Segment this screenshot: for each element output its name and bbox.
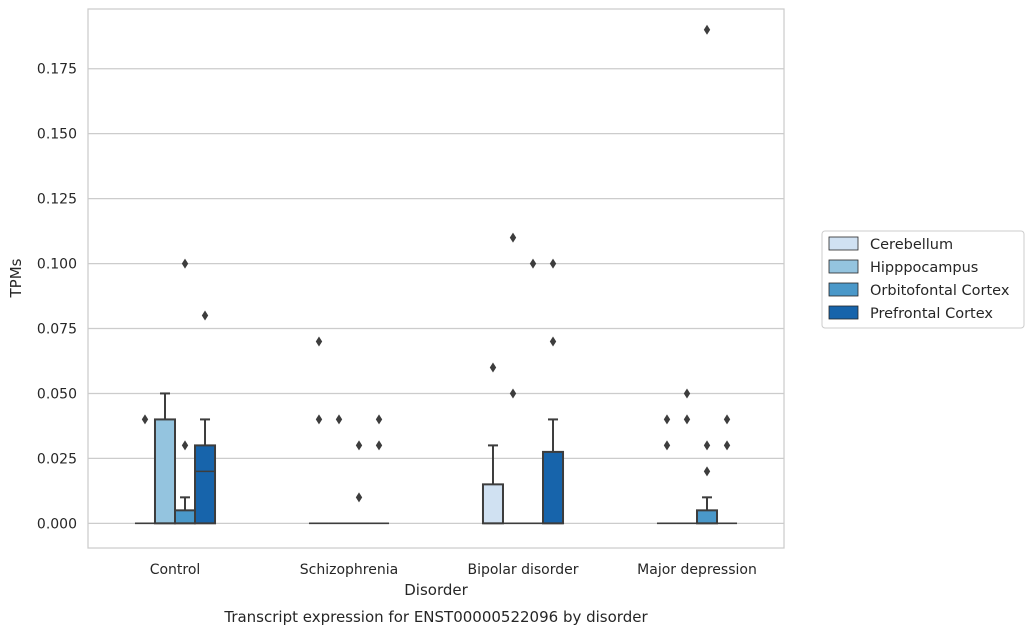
legend-swatch (828, 305, 859, 320)
outlier-point (549, 258, 557, 269)
plot-frame (87, 8, 785, 549)
outlier-point (683, 388, 691, 399)
legend-item: Hipppocampus (828, 259, 978, 276)
x-tick-labels: Control Schizophrenia Bipolar disorder Majo… (150, 562, 757, 578)
outliers (141, 24, 731, 503)
outlier-point (509, 388, 517, 399)
legend-label: Hipppocampus (870, 260, 978, 276)
y-tick-label: 0.050 (37, 386, 77, 402)
y-tick-label: 0.075 (37, 322, 77, 338)
box-body (174, 509, 197, 525)
box-body (153, 418, 177, 525)
x-axis-label: Disorder (404, 581, 468, 599)
outlier-point (703, 440, 711, 451)
x-tick-label: Bipolar disorder (467, 562, 578, 578)
outlier-point (355, 440, 363, 451)
outlier-point (375, 414, 383, 425)
outlier-point (489, 362, 497, 373)
outlier-point (683, 414, 691, 425)
box-body (542, 450, 565, 525)
box (696, 496, 719, 525)
grid-lines (88, 68, 784, 524)
box (542, 418, 565, 525)
legend-item: Prefrontal Cortex (828, 305, 993, 322)
box-body (696, 509, 719, 525)
outlier-point (723, 414, 731, 425)
outlier-point (529, 258, 537, 269)
outlier-point (315, 414, 323, 425)
outlier-point (663, 440, 671, 451)
outlier-point (355, 492, 363, 503)
outlier-point (549, 336, 557, 347)
outlier-point (315, 336, 323, 347)
legend-frame (821, 230, 1025, 329)
outlier-point (663, 414, 671, 425)
legend: Cerebellum Hipppocampus Orbitofontal Corte… (821, 230, 1025, 329)
legend-label: Prefrontal Cortex (870, 306, 993, 322)
outlier-point (181, 440, 189, 451)
y-tick-label: 0.025 (37, 451, 77, 467)
outlier-point (703, 24, 711, 35)
chart-caption: Transcript expression for ENST0000052209… (223, 608, 648, 626)
legend-label: Cerebellum (870, 237, 953, 253)
y-tick-label: 0.175 (37, 62, 77, 78)
y-tick-label: 0.125 (37, 192, 77, 208)
box (153, 392, 177, 525)
y-tick-label: 0.150 (37, 127, 77, 143)
outlier-point (723, 440, 731, 451)
outlier-point (201, 310, 209, 321)
outlier-point (509, 232, 517, 243)
y-tick-labels: 0.000 0.025 0.050 0.075 0.100 0.125 0.150 0.175 (37, 62, 77, 533)
x-tick-label: Schizophrenia (300, 562, 398, 578)
box (194, 418, 217, 525)
y-tick-label: 0.100 (37, 257, 77, 273)
outlier-point (335, 414, 343, 425)
legend-label: Orbitofontal Cortex (870, 283, 1010, 299)
box-body (194, 444, 217, 525)
outlier-point (703, 466, 711, 477)
legend-item: Cerebellum (828, 236, 953, 253)
outlier-point (181, 258, 189, 269)
box-body (481, 483, 504, 525)
legend-item: Orbitofontal Cortex (828, 282, 1010, 299)
x-tick-label: Major depression (637, 562, 757, 578)
legend-swatch (828, 282, 859, 297)
box (481, 444, 504, 525)
legend-swatch (828, 259, 859, 274)
x-tick-label: Control (150, 562, 201, 578)
outlier-point (141, 414, 149, 425)
outlier-point (375, 440, 383, 451)
legend-swatch (828, 236, 859, 251)
boxes (134, 392, 738, 525)
box (174, 496, 197, 525)
y-axis-label: TPMs (7, 258, 25, 298)
y-tick-label: 0.000 (37, 516, 77, 532)
